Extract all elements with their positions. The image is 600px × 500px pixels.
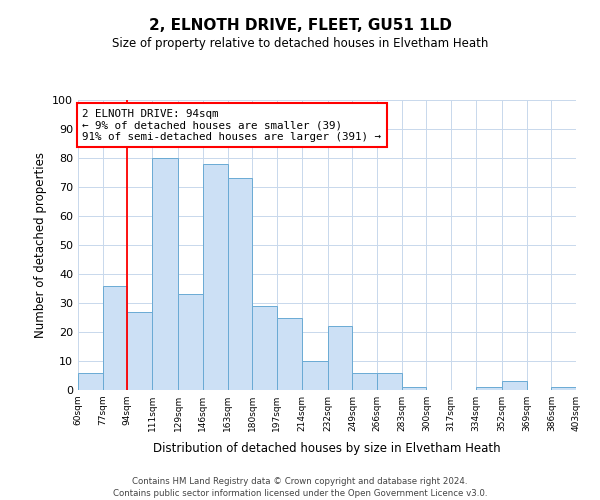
Bar <box>252 306 277 390</box>
X-axis label: Distribution of detached houses by size in Elvetham Heath: Distribution of detached houses by size … <box>153 442 501 456</box>
Bar <box>302 361 328 390</box>
Bar <box>152 158 178 390</box>
Text: 2, ELNOTH DRIVE, FLEET, GU51 1LD: 2, ELNOTH DRIVE, FLEET, GU51 1LD <box>149 18 451 32</box>
Bar <box>551 387 576 390</box>
Bar <box>402 387 427 390</box>
Text: 2 ELNOTH DRIVE: 94sqm
← 9% of detached houses are smaller (39)
91% of semi-detac: 2 ELNOTH DRIVE: 94sqm ← 9% of detached h… <box>82 108 382 142</box>
Y-axis label: Number of detached properties: Number of detached properties <box>34 152 47 338</box>
Text: Contains public sector information licensed under the Open Government Licence v3: Contains public sector information licen… <box>113 489 487 498</box>
Bar <box>227 178 252 390</box>
Bar <box>377 372 402 390</box>
Bar <box>103 286 127 390</box>
Bar <box>502 382 527 390</box>
Bar <box>277 318 302 390</box>
Text: Size of property relative to detached houses in Elvetham Heath: Size of property relative to detached ho… <box>112 38 488 51</box>
Text: Contains HM Land Registry data © Crown copyright and database right 2024.: Contains HM Land Registry data © Crown c… <box>132 478 468 486</box>
Bar <box>127 312 152 390</box>
Bar <box>203 164 227 390</box>
Bar <box>352 372 377 390</box>
Bar <box>178 294 203 390</box>
Bar <box>328 326 352 390</box>
Bar <box>78 372 103 390</box>
Bar <box>476 387 502 390</box>
